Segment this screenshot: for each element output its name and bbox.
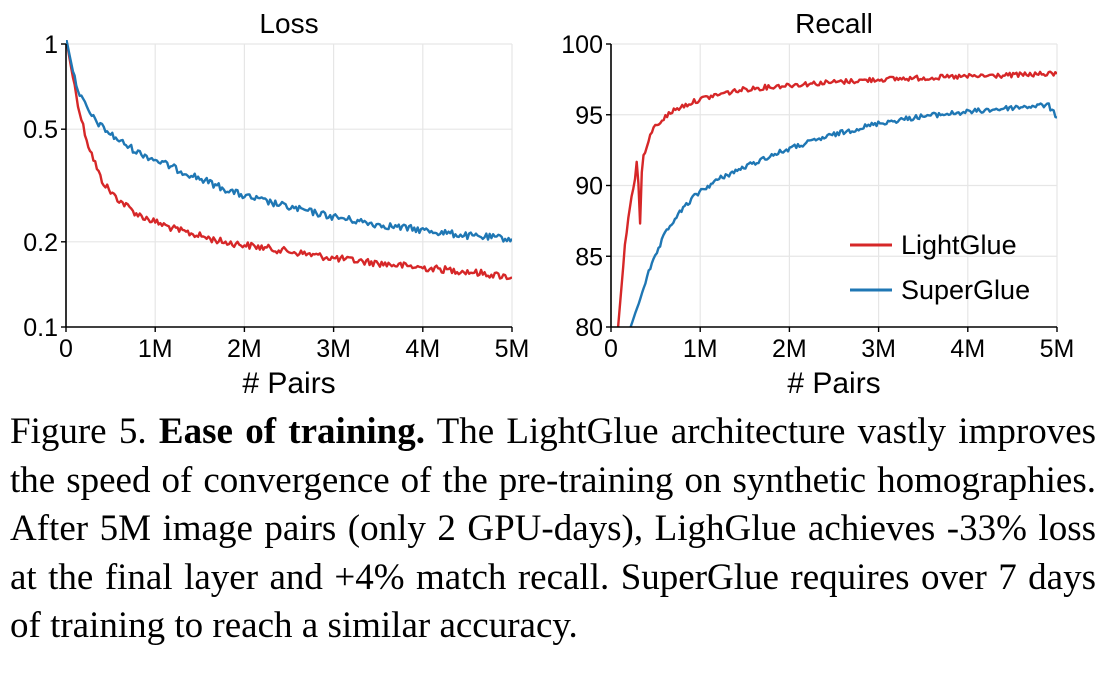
x-tick-label: 1M [683, 335, 718, 363]
x-tick-label: 3M [316, 335, 351, 363]
legend-label: LightGlue [901, 230, 1017, 260]
chart-title: Recall [795, 8, 873, 39]
legend-label: SuperGlue [901, 275, 1030, 305]
chart-title: Loss [259, 8, 318, 39]
series-line [66, 40, 512, 243]
caption-text: The LightGlue architecture vastly improv… [10, 411, 1097, 646]
y-tick-label: 80 [575, 314, 603, 342]
x-tick-label: 0 [59, 335, 73, 363]
y-tick-label: 0.2 [23, 229, 58, 257]
figure: 0 1M 2M 3M 4M 5M 0.1 0.2 0.5 1 Loss # Pairs 0 1M 2M 3M… [23, 8, 1074, 400]
legend: LightGlue SuperGlue [850, 230, 1030, 305]
x-tick-label: 0 [604, 335, 618, 363]
caption-bold-title: Ease of training. [158, 411, 426, 452]
x-tick-label: 2M [772, 335, 807, 363]
loss-chart: 0 1M 2M 3M 4M 5M 0.1 0.2 0.5 1 Loss # Pairs [23, 8, 529, 400]
x-tick-label: 4M [950, 335, 985, 363]
recall-chart: 0 1M 2M 3M 4M 5M 80 85 90 95 100 Recall # Pairs Light… [561, 8, 1074, 400]
y-tick-label: 90 [575, 173, 603, 201]
x-tick-label: 2M [227, 335, 262, 363]
y-tick-label: 0.1 [23, 314, 58, 342]
caption-figure-label: Figure 5. [10, 411, 147, 452]
x-tick-label: 5M [495, 335, 530, 363]
series-line [616, 70, 1057, 327]
x-axis-label: # Pairs [787, 367, 880, 400]
y-tick-label: 100 [561, 31, 603, 59]
y-tick-label: 85 [575, 243, 603, 271]
x-tick-label: 3M [861, 335, 896, 363]
x-tick-label: 4M [405, 335, 440, 363]
series-line [629, 102, 1057, 327]
y-tick-label: 95 [575, 102, 603, 130]
figure-caption: Figure 5. Ease of training. The LightGlu… [10, 408, 1096, 651]
x-tick-label: 1M [138, 335, 173, 363]
series-line [66, 40, 512, 281]
x-tick-label: 5M [1040, 335, 1075, 363]
y-tick-label: 1 [44, 31, 58, 59]
y-tick-label: 0.5 [23, 116, 58, 144]
x-axis-label: # Pairs [242, 367, 335, 400]
